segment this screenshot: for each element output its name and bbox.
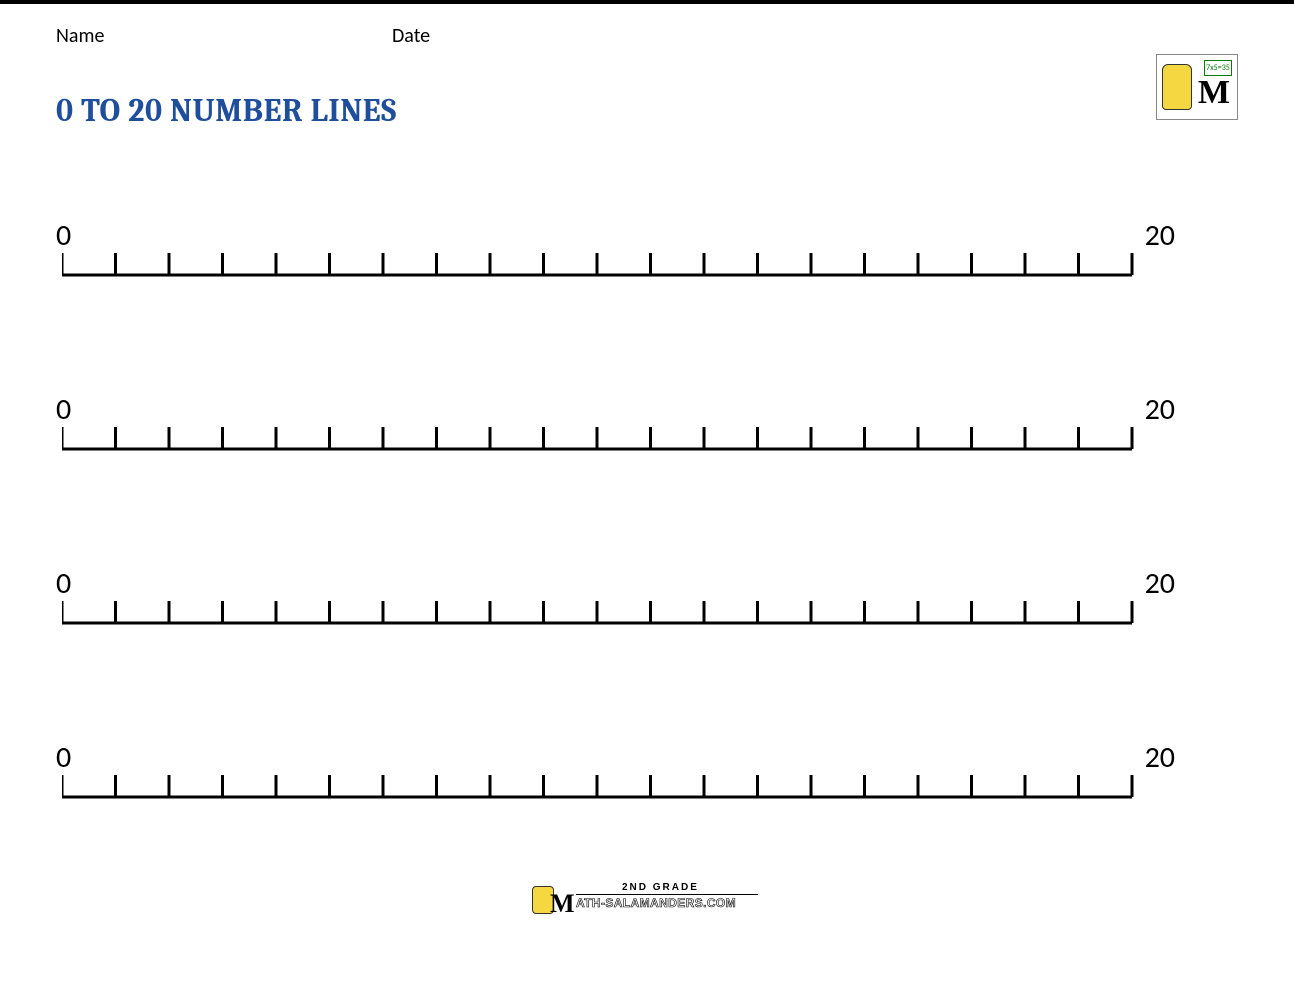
worksheet-title: 0 TO 20 NUMBER LINES [56,92,1238,129]
number-line-end-label: 20 [1145,739,1175,776]
number-line-start-label: 0 [56,565,71,602]
footer-rule [576,894,758,895]
number-line: 020 [62,393,1157,453]
number-line-end-label: 20 [1145,565,1175,602]
number-line-end-label: 20 [1145,391,1175,428]
salamander-icon [1162,64,1192,110]
footer-grade-text: 2ND GRADE [622,882,699,893]
logo-letter: M [1198,74,1230,112]
number-line-svg [62,601,1138,627]
number-line: 020 [62,219,1157,279]
name-label: Name [56,24,104,48]
number-line: 020 [62,741,1157,801]
worksheet-content: Name Date 0 TO 20 NUMBER LINES 020020020… [0,4,1294,801]
number-line-start-label: 0 [56,739,71,776]
number-line-start-label: 0 [56,217,71,254]
number-line: 020 [62,567,1157,627]
footer: M 2ND GRADE ATH-SALAMANDERS.COM [0,884,1294,918]
number-line-svg [62,775,1138,801]
number-line-start-label: 0 [56,391,71,428]
date-label: Date [392,24,430,48]
number-line-svg [62,427,1138,453]
number-line-svg [62,253,1138,279]
number-lines-container: 020020020020 [56,219,1238,801]
footer-url-text: ATH-SALAMANDERS.COM [576,896,736,910]
number-line-end-label: 20 [1145,217,1175,254]
footer-letter: M [550,889,575,919]
brand-logo: 7x5=35 M [1156,54,1238,120]
header-row: Name Date [56,24,1238,64]
